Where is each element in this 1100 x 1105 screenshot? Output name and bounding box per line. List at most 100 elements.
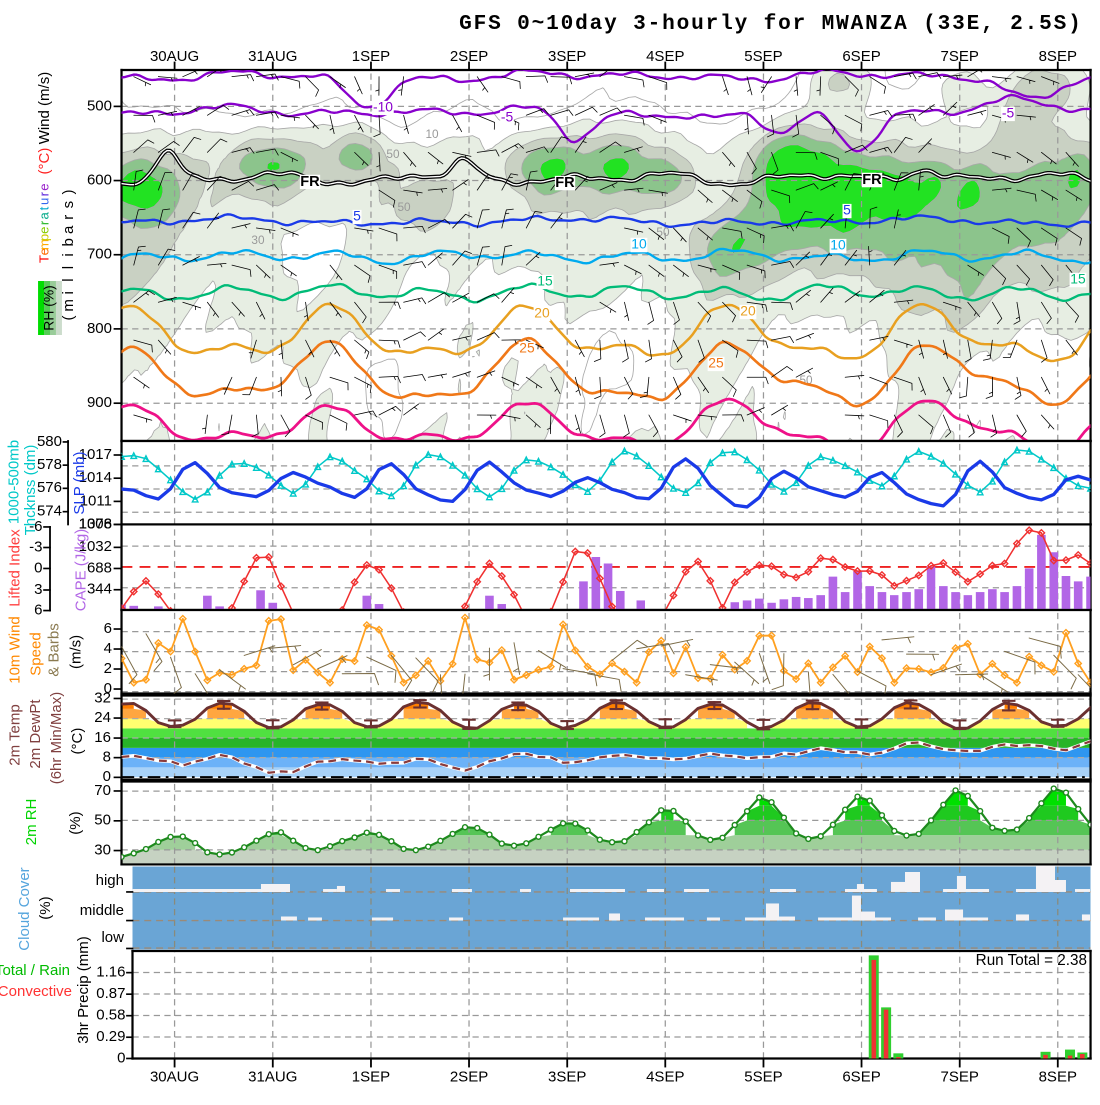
- svg-text:8: 8: [103, 749, 111, 766]
- svg-text:FR: FR: [300, 174, 320, 190]
- svg-text:(: (: [923, 12, 936, 36]
- svg-text:(°C): (°C): [69, 728, 86, 755]
- svg-text:50: 50: [397, 200, 411, 214]
- svg-text:5SEP: 5SEP: [744, 48, 782, 65]
- svg-text:T: T: [36, 255, 51, 263]
- svg-text:3SEP: 3SEP: [548, 48, 586, 65]
- svg-text:0.87: 0.87: [96, 985, 125, 1002]
- svg-text:6: 6: [104, 620, 112, 637]
- svg-text:6: 6: [34, 601, 42, 618]
- svg-text:Thcknss (dm): Thcknss (dm): [22, 445, 39, 536]
- svg-text:2m RH: 2m RH: [23, 799, 40, 846]
- svg-text:800: 800: [87, 320, 112, 337]
- svg-text:-6: -6: [29, 518, 42, 535]
- svg-text:31AUG: 31AUG: [248, 1068, 297, 1085]
- svg-text:(%): (%): [37, 896, 54, 919]
- svg-text:m: m: [36, 239, 51, 250]
- svg-text:& Barbs: & Barbs: [45, 623, 62, 676]
- svg-text:31AUG: 31AUG: [248, 48, 297, 65]
- svg-text:e: e: [36, 227, 51, 234]
- svg-text:6SEP: 6SEP: [842, 48, 880, 65]
- svg-text:2m DewPt: 2m DewPt: [27, 699, 44, 769]
- svg-text:RH (%): RH (%): [41, 285, 57, 330]
- svg-text:e: e: [36, 183, 51, 190]
- svg-text:W: W: [836, 12, 849, 36]
- svg-text:1011: 1011: [80, 492, 112, 509]
- svg-text:N: N: [865, 12, 878, 36]
- svg-text:4SEP: 4SEP: [646, 1068, 684, 1085]
- svg-text:1032: 1032: [79, 538, 112, 555]
- svg-text:r: r: [60, 215, 77, 220]
- svg-text:Cloud Cover: Cloud Cover: [16, 867, 33, 950]
- svg-text:A: A: [894, 12, 907, 36]
- svg-text:10: 10: [830, 237, 846, 253]
- svg-text:25: 25: [708, 355, 724, 371]
- svg-text:6SEP: 6SEP: [842, 1068, 880, 1085]
- svg-text:middle: middle: [80, 902, 124, 919]
- svg-text:,: ,: [981, 12, 994, 36]
- svg-text:0: 0: [517, 12, 530, 36]
- svg-text:r: r: [706, 12, 719, 36]
- svg-text:20: 20: [534, 305, 550, 321]
- svg-text:574: 574: [37, 502, 62, 519]
- svg-text:m: m: [60, 299, 77, 312]
- svg-text:7SEP: 7SEP: [941, 48, 979, 65]
- svg-text:580: 580: [37, 433, 62, 450]
- svg-text:16: 16: [94, 729, 111, 746]
- svg-text:2SEP: 2SEP: [450, 48, 488, 65]
- svg-text:u: u: [36, 198, 51, 205]
- svg-text:SLP (mb): SLP (mb): [71, 452, 88, 515]
- svg-text:500: 500: [87, 97, 112, 114]
- svg-text:10m Wind: 10m Wind: [6, 616, 23, 684]
- svg-text:1008: 1008: [79, 515, 112, 532]
- svg-text:50: 50: [94, 812, 111, 829]
- svg-text:15: 15: [1070, 271, 1086, 287]
- svg-text:i: i: [60, 253, 77, 256]
- svg-text:25: 25: [519, 340, 535, 356]
- svg-text:p: p: [36, 234, 51, 241]
- svg-text:5: 5: [353, 208, 361, 224]
- svg-text:(%): (%): [67, 811, 84, 834]
- svg-text:10: 10: [425, 127, 439, 141]
- svg-text:E: E: [967, 12, 980, 36]
- svg-text:0: 0: [103, 768, 111, 785]
- svg-text:y: y: [604, 12, 617, 36]
- svg-text:3: 3: [952, 12, 965, 36]
- svg-text:r: r: [793, 12, 806, 36]
- svg-text:d: d: [575, 12, 588, 36]
- svg-text:M: M: [822, 12, 835, 36]
- svg-text:576: 576: [37, 479, 62, 496]
- svg-text:8SEP: 8SEP: [1039, 1068, 1077, 1085]
- svg-text:10: 10: [631, 236, 647, 252]
- svg-text:a: a: [60, 225, 77, 234]
- svg-text:5: 5: [1039, 12, 1052, 36]
- svg-text:): ): [1068, 12, 1081, 36]
- svg-text:Speed: Speed: [27, 632, 44, 675]
- svg-text:e: e: [36, 248, 51, 255]
- svg-text:r: r: [36, 191, 51, 196]
- svg-text:70: 70: [94, 782, 111, 799]
- svg-text:G: G: [459, 12, 472, 36]
- svg-text:h: h: [662, 12, 675, 36]
- svg-text:688: 688: [87, 559, 112, 576]
- svg-text:5: 5: [843, 202, 851, 218]
- svg-text:30AUG: 30AUG: [150, 48, 199, 65]
- svg-text:4: 4: [104, 640, 112, 657]
- svg-text:~: ~: [532, 12, 545, 36]
- svg-text:A: A: [851, 12, 864, 36]
- svg-text:u: u: [691, 12, 704, 36]
- svg-text:Wind (m/s): Wind (m/s): [36, 72, 53, 145]
- svg-text:a: a: [590, 12, 603, 36]
- svg-text:344: 344: [87, 581, 112, 598]
- svg-text:3hr Precip (mm): 3hr Precip (mm): [75, 936, 92, 1044]
- svg-text:50: 50: [386, 147, 400, 161]
- svg-text:r: r: [36, 220, 51, 225]
- svg-text:-5: -5: [501, 109, 514, 125]
- svg-text:1000-500mb: 1000-500mb: [5, 440, 22, 524]
- svg-text:3SEP: 3SEP: [548, 1068, 586, 1085]
- svg-text:F: F: [474, 12, 487, 36]
- svg-text:0: 0: [117, 1049, 125, 1066]
- svg-text:CAPE (J/kg): CAPE (J/kg): [73, 529, 90, 612]
- svg-text:low: low: [101, 929, 124, 946]
- svg-text:2: 2: [1010, 12, 1023, 36]
